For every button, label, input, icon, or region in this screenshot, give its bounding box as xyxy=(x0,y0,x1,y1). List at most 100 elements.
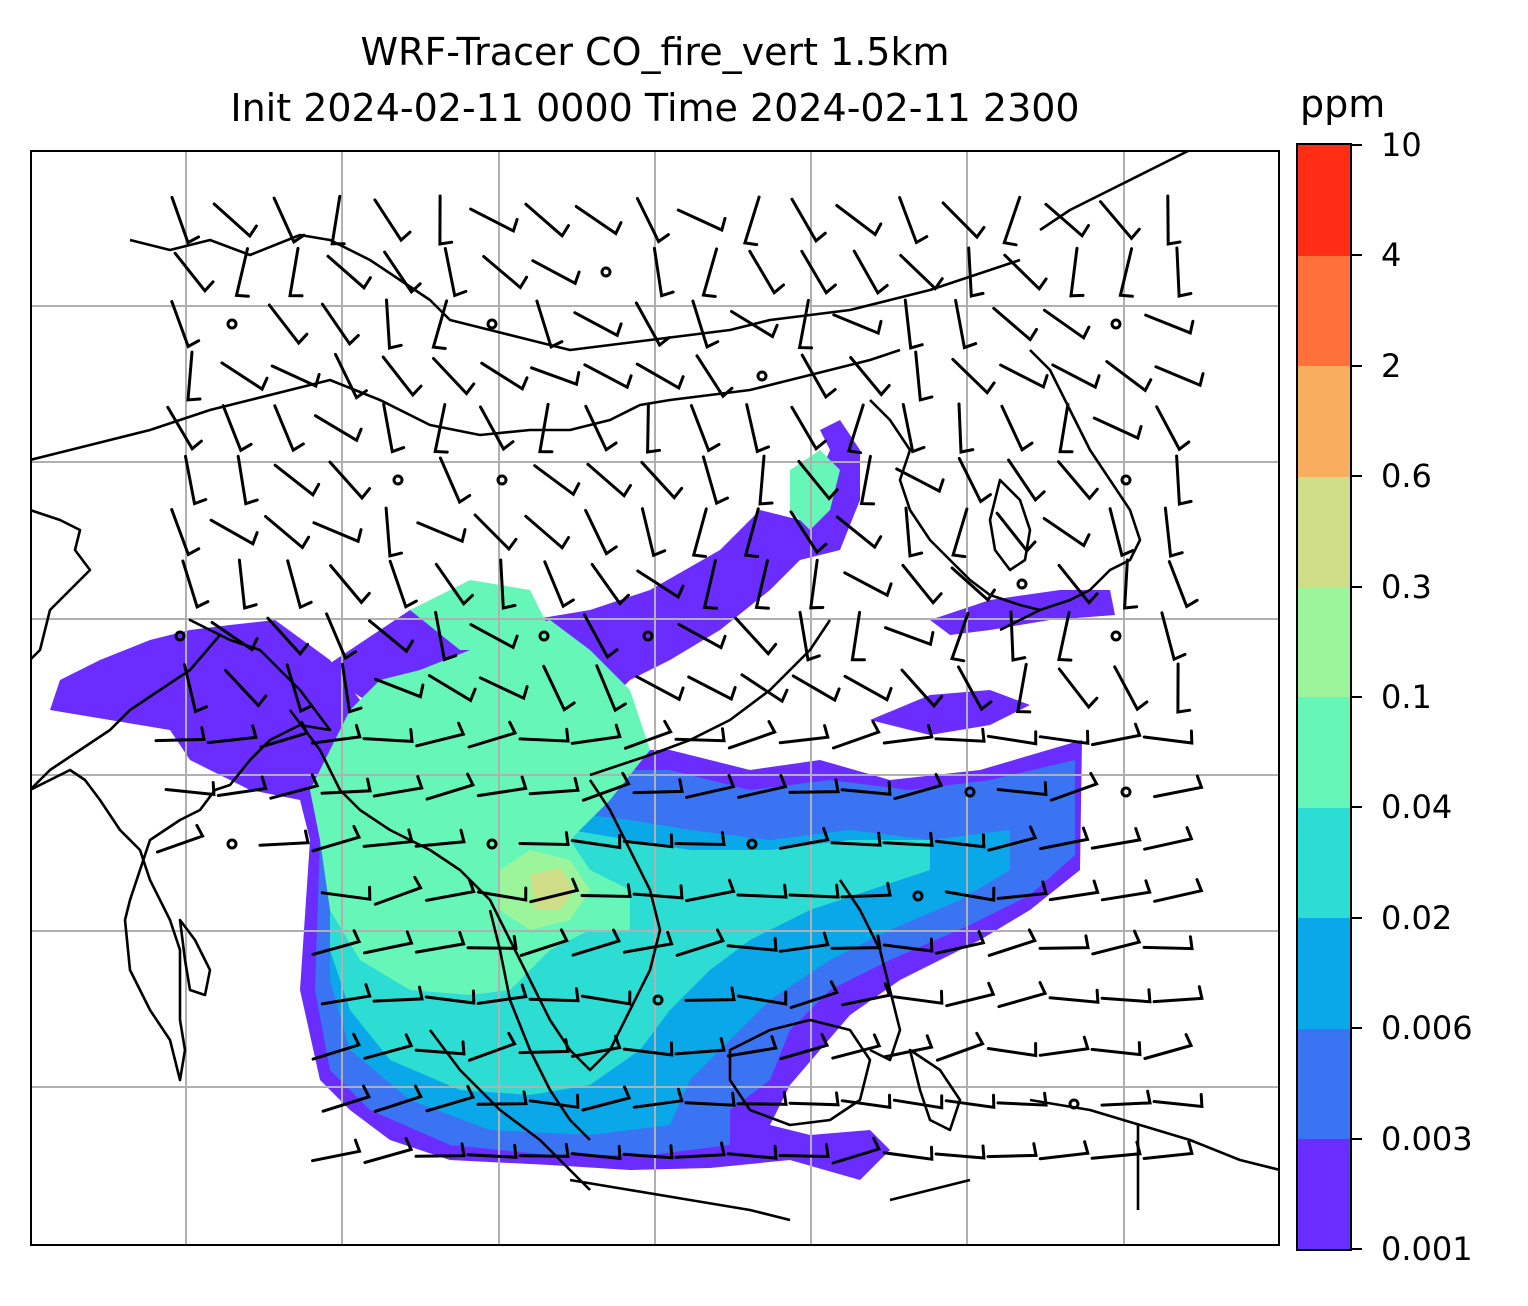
colorbar-tick-label: 2 xyxy=(1381,346,1402,385)
wind-barb xyxy=(1057,460,1099,501)
wind-barb xyxy=(1166,194,1182,246)
wind-barb xyxy=(267,303,309,346)
wind-barb xyxy=(210,621,259,652)
wind-barb xyxy=(622,833,674,849)
wind-barb xyxy=(986,730,1038,746)
wind-barb xyxy=(518,831,570,847)
wind-barb xyxy=(438,456,472,505)
wind-barb xyxy=(788,883,840,899)
wind-barb xyxy=(321,1084,372,1113)
wind-barb xyxy=(269,773,320,800)
wind-barb xyxy=(1175,246,1193,298)
wind-barb-calm xyxy=(1016,578,1028,590)
plume-layer-green-east xyxy=(790,450,840,530)
wind-barb xyxy=(640,460,684,501)
wind-barb xyxy=(646,402,661,454)
wind-barb xyxy=(519,928,569,957)
colorbar-segment xyxy=(1298,807,1350,919)
colorbar-tick-label: 0.3 xyxy=(1381,567,1432,606)
wind-barb xyxy=(748,249,785,295)
wind-barb xyxy=(329,564,371,605)
wind-barb xyxy=(1009,610,1027,662)
wind-barb xyxy=(1049,771,1099,802)
wind-barb xyxy=(636,569,685,600)
wind-barb xyxy=(701,247,719,298)
wind-barb xyxy=(944,886,996,902)
wind-barb xyxy=(1160,611,1187,662)
wind-barb xyxy=(903,298,924,350)
wind-barb xyxy=(259,720,310,749)
wind-barb xyxy=(999,363,1049,390)
wind-barb xyxy=(790,405,827,451)
wind-barb xyxy=(381,355,423,398)
wind-barb xyxy=(312,521,363,544)
wind-barb xyxy=(164,781,216,797)
wind-barb xyxy=(1142,935,1194,951)
wind-barb xyxy=(941,201,986,240)
wind-barb-calm xyxy=(912,890,924,902)
colorbar-tick xyxy=(1352,696,1362,698)
wind-barb xyxy=(634,301,671,348)
wind-barb xyxy=(1143,1033,1194,1060)
wind-barb xyxy=(831,719,881,750)
wind-barb xyxy=(221,404,253,453)
wind-barb xyxy=(1142,729,1194,745)
wind-barb xyxy=(635,362,685,391)
wind-barb xyxy=(957,457,992,504)
map-canvas xyxy=(30,150,1280,1246)
wind-barb xyxy=(797,298,814,350)
wind-barb xyxy=(635,675,685,702)
wind-barb xyxy=(685,774,736,799)
coastline-china-east xyxy=(869,399,1041,612)
wind-barb xyxy=(788,1091,840,1107)
wind-barb xyxy=(745,403,770,454)
wind-barb xyxy=(414,1142,466,1158)
wind-barb xyxy=(730,310,779,339)
wind-barb xyxy=(934,833,986,849)
wind-barb xyxy=(311,1032,362,1061)
wind-barb xyxy=(479,405,515,452)
wind-barb xyxy=(840,881,892,899)
wind-barb xyxy=(1092,416,1143,441)
wind-barb xyxy=(727,720,777,750)
wind-barb xyxy=(473,513,518,552)
wind-barb xyxy=(373,198,412,243)
wind-barb xyxy=(543,560,575,609)
wind-barb xyxy=(899,253,944,291)
border-mongolia xyxy=(129,233,1021,352)
wind-barb xyxy=(1153,774,1204,799)
colorbar-tick xyxy=(1352,1248,1362,1250)
wind-barb xyxy=(469,623,519,650)
wind-barb xyxy=(996,781,1048,797)
wind-barb xyxy=(901,403,926,454)
wind-barb xyxy=(850,610,866,662)
wind-barb xyxy=(1155,405,1191,452)
wind-barb xyxy=(895,467,945,494)
wind-barb xyxy=(385,298,403,350)
wind-barb xyxy=(383,250,422,295)
wind-barb xyxy=(524,202,570,239)
wind-barb xyxy=(882,1145,934,1161)
wind-barb xyxy=(691,507,708,558)
wind-barb xyxy=(1000,404,1034,453)
wind-barb xyxy=(311,1138,362,1163)
wind-barb xyxy=(581,771,631,802)
wind-barb xyxy=(674,831,726,847)
wind-barb xyxy=(528,777,580,796)
wind-barb xyxy=(330,194,346,246)
wind-barb xyxy=(695,354,734,399)
wind-barb xyxy=(469,207,519,234)
wind-barb xyxy=(425,1084,476,1113)
wind-barb xyxy=(1152,985,1204,1004)
wind-barb xyxy=(986,1142,1038,1159)
wind-barb xyxy=(414,1040,466,1056)
wind-barb xyxy=(676,208,727,233)
wind-barb xyxy=(476,775,528,798)
wind-barb xyxy=(1143,826,1194,851)
wind-barb-calm xyxy=(496,474,508,486)
wind-barb xyxy=(790,197,827,244)
wind-barb xyxy=(957,402,975,454)
wind-barb xyxy=(1057,563,1099,606)
coastline-sulawesi xyxy=(908,1048,962,1132)
wind-barb xyxy=(286,559,313,610)
